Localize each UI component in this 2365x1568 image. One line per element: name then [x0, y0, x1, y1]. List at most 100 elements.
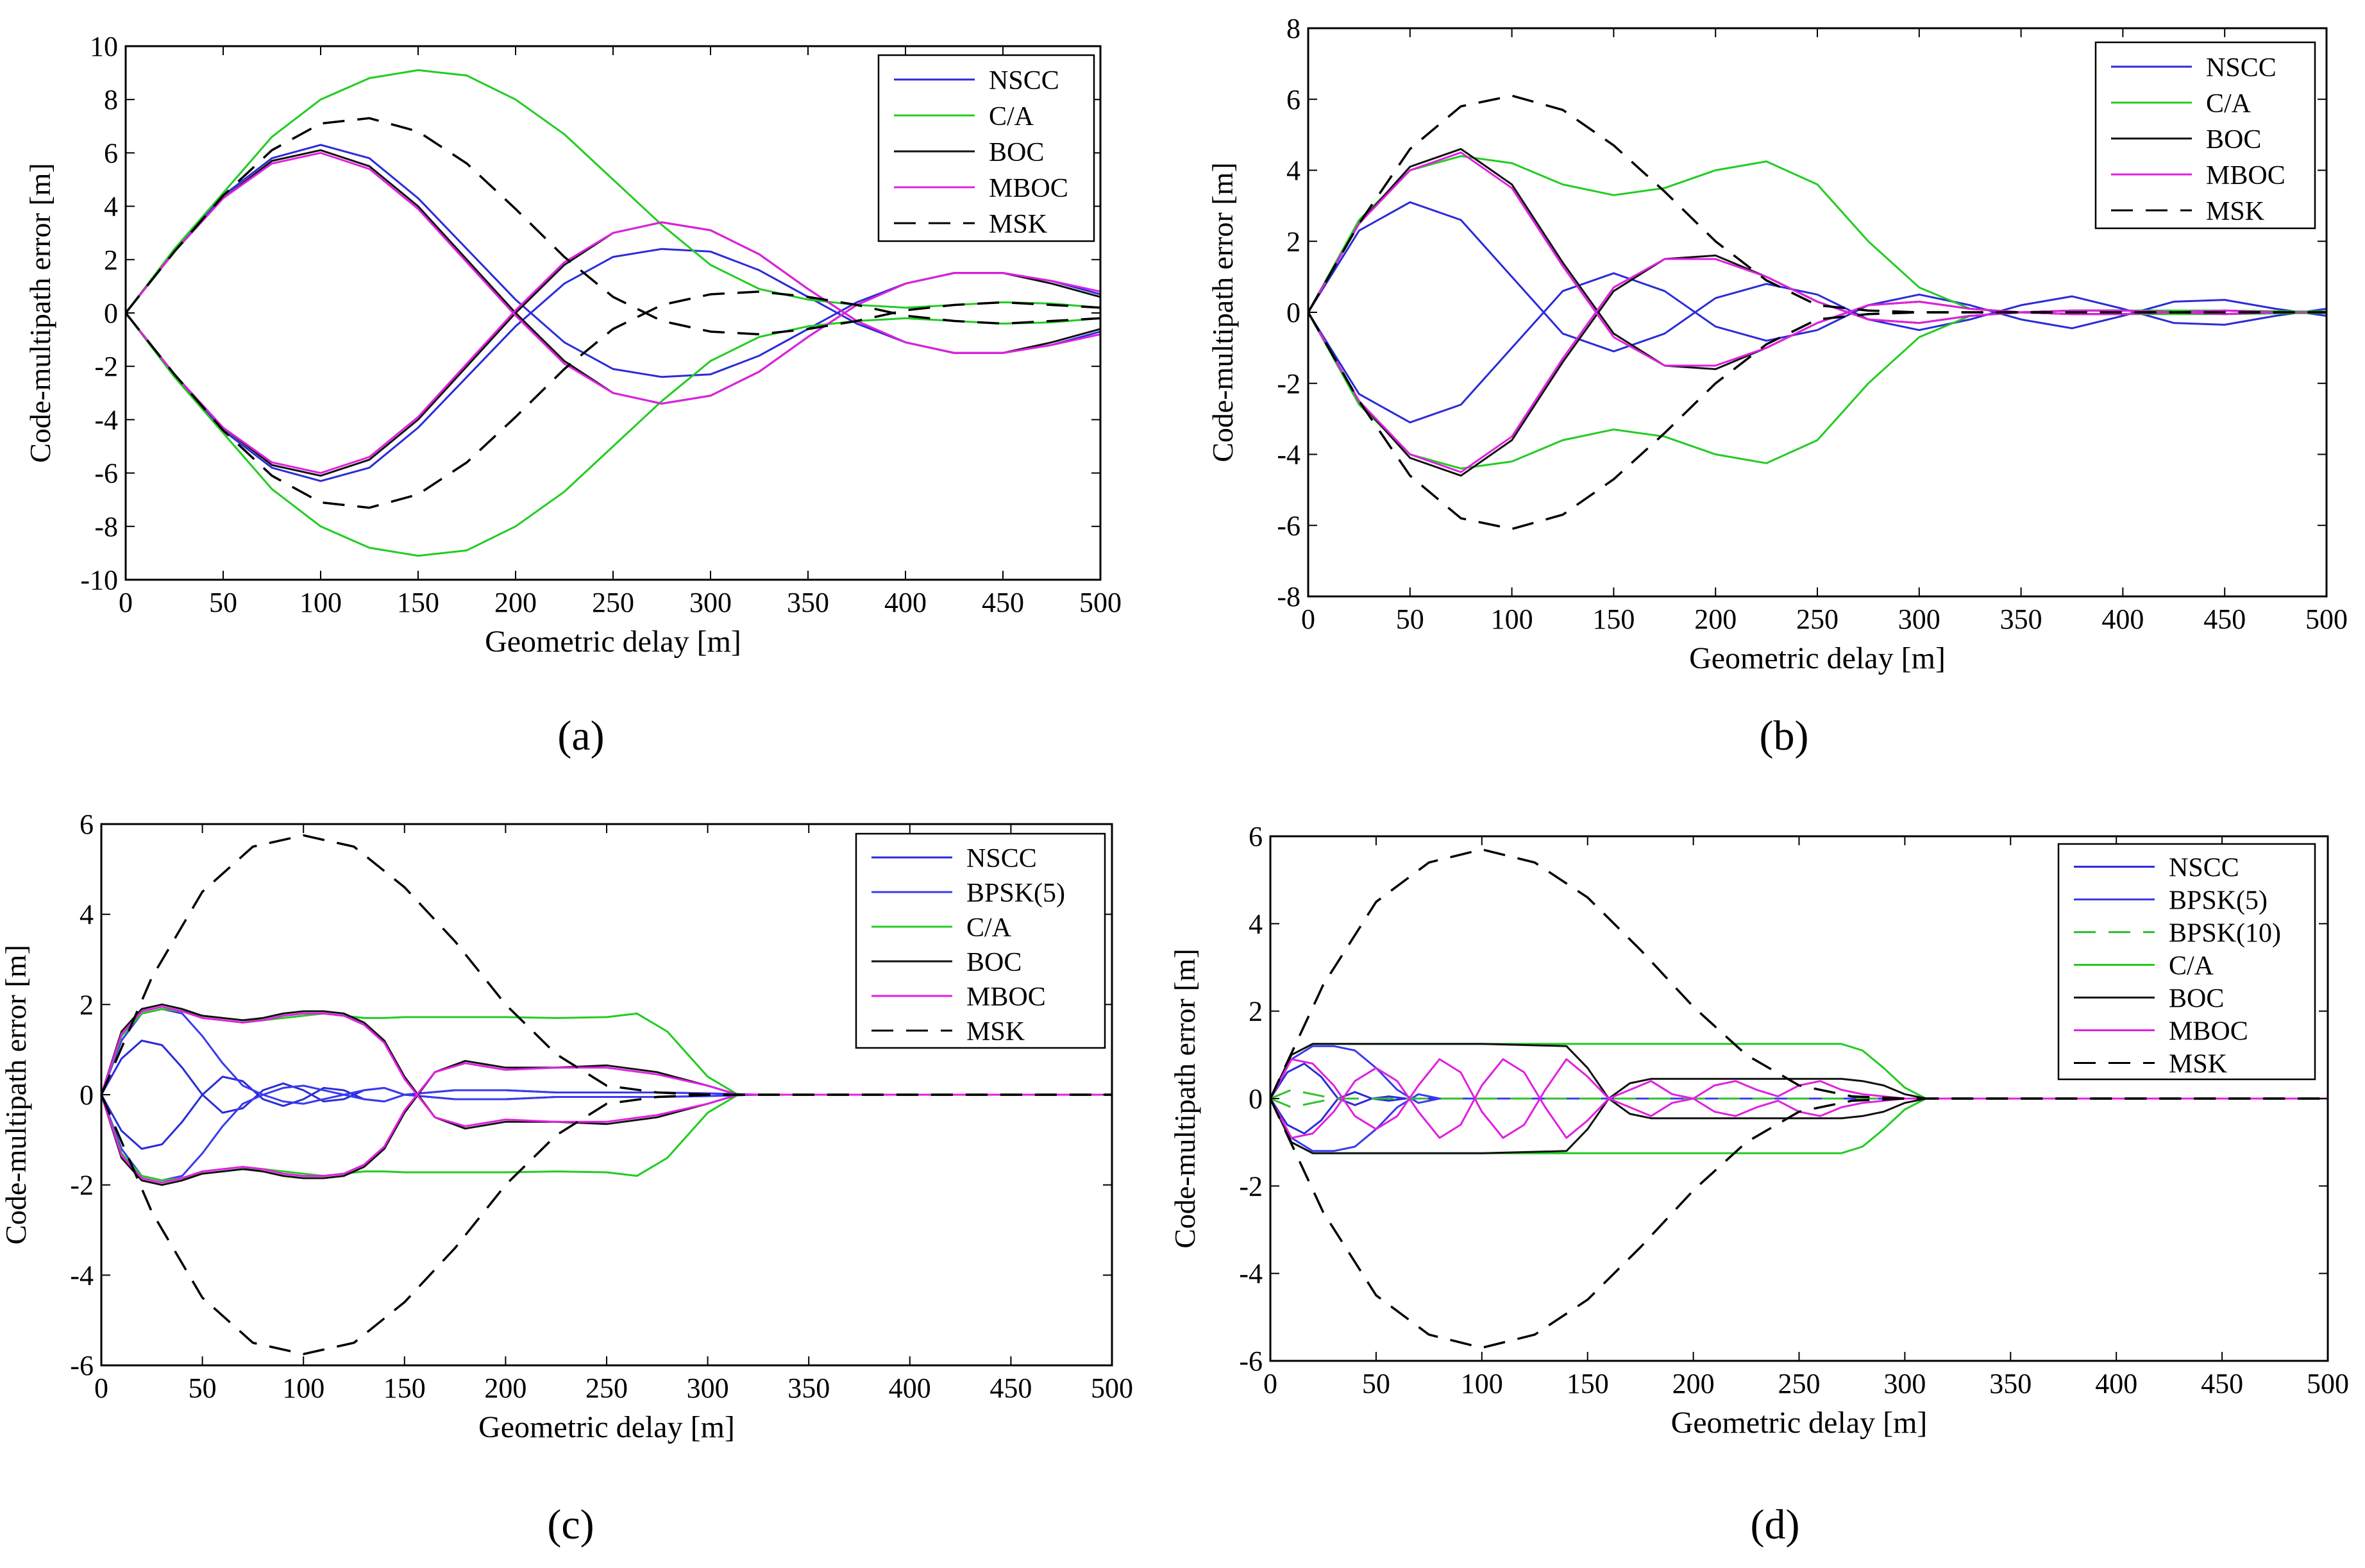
series-group-b: [1308, 94, 2327, 530]
x-tick-label-d: 100: [1461, 1368, 1503, 1399]
chart-panel-c: 0 50 100 150 200 250 300 350 400 450 500 -6 -4 -2 0 2 4 6…: [0, 809, 1133, 1444]
series-line-ca-upper: [101, 1007, 1112, 1096]
x-tick-label-c: 150: [383, 1372, 426, 1404]
y-tick-label-c: 4: [80, 899, 94, 931]
y-tick-label-a: 0: [104, 298, 118, 329]
y-tick-label-a: -4: [94, 404, 118, 435]
x-tick-label-d: 300: [1883, 1368, 1926, 1399]
series-line-msk-lower: [1308, 311, 2327, 530]
y-tick-label-c: -2: [70, 1170, 94, 1201]
x-tick-label-b: 500: [2305, 603, 2348, 635]
series-line-nscc-upper: [1308, 201, 2327, 353]
x-tick-label-a: 150: [397, 587, 439, 618]
x-tick-label-c: 300: [687, 1372, 729, 1404]
legend-label-boc: BOC: [966, 948, 1022, 977]
legend-box-d: [2057, 843, 2316, 1081]
legend-label-ca: C/A: [2206, 89, 2251, 119]
series-line-mboc-lower: [101, 1062, 1112, 1184]
legend-label-msk: MSK: [2169, 1050, 2227, 1079]
y-tick-label-b: -2: [1277, 368, 1300, 400]
x-tick-label-a: 100: [299, 587, 342, 618]
x-tick-label-c: 200: [484, 1372, 526, 1404]
legend-c: NSCC BPSK(5) C/A BOC MBOC MSK: [855, 832, 1106, 1049]
x-tick-label-b: 50: [1396, 603, 1424, 635]
x-tick-label-d: 0: [1263, 1368, 1277, 1399]
y-tick-label-b: 0: [1286, 297, 1300, 328]
x-tick-label-d: 450: [2201, 1368, 2243, 1399]
series-line-ca-upper: [1308, 155, 2327, 314]
x-tick-label-c: 0: [94, 1372, 108, 1404]
y-tick-label-a: -6: [94, 458, 118, 489]
x-tick-label-c: 100: [282, 1372, 324, 1404]
legend-label-bpsk5: BPSK(5): [2169, 886, 2268, 916]
x-tick-label-a: 350: [787, 587, 829, 618]
legend-label-msk: MSK: [2206, 197, 2264, 226]
x-tick-label-d: 250: [1778, 1368, 1821, 1399]
x-tick-label-c: 350: [787, 1372, 830, 1404]
legend-label-ca: C/A: [2169, 952, 2214, 981]
legend-label-nscc: NSCC: [2169, 854, 2239, 883]
series-line-ca-upper: [126, 69, 1100, 314]
caption-c-text: (c): [547, 1501, 594, 1548]
x-tick-label-a: 200: [494, 587, 537, 618]
y-tick-label-a: 4: [104, 191, 118, 223]
x-tick-label-a: 450: [982, 587, 1024, 618]
x-tick-label-a: 300: [689, 587, 732, 618]
caption-b: (b): [1720, 712, 1848, 761]
y-tick-label-a: -8: [94, 511, 118, 543]
x-tick-label-a: 0: [119, 587, 133, 618]
series-line-mboc-lower: [126, 221, 1100, 475]
x-axis-label-b: Geometric delay [m]: [1689, 641, 1946, 675]
legend-label-bpsk10: BPSK(10): [2169, 919, 2281, 948]
y-tick-label-a: 8: [104, 84, 118, 115]
legend-label-boc: BOC: [2206, 125, 2261, 155]
y-tick-label-d: 4: [1249, 908, 1263, 940]
x-axis-label-d: Geometric delay [m]: [1671, 1406, 1928, 1440]
y-axis-label-b: Code-multipath error [m]: [1206, 162, 1239, 462]
legend-box-c: [855, 832, 1106, 1049]
series-line-mboc-upper: [126, 151, 1100, 405]
y-axis-label-d: Code-multipath error [m]: [1168, 948, 1201, 1249]
x-tick-label-c: 400: [889, 1372, 931, 1404]
x-axis-label-a: Geometric delay [m]: [485, 625, 741, 659]
legend-box-a: [877, 54, 1095, 242]
x-tick-label-b: 0: [1301, 603, 1315, 635]
legend-a: NSCC C/A BOC MBOC MSK: [877, 54, 1095, 242]
y-tick-label-c: -6: [70, 1350, 94, 1381]
x-tick-label-d: 500: [2307, 1368, 2349, 1399]
legend-b: NSCC C/A BOC MBOC MSK: [2094, 41, 2316, 230]
series-line-ca-lower: [1308, 311, 2327, 470]
caption-b-text: (b): [1759, 712, 1809, 759]
y-tick-label-b: 2: [1286, 226, 1300, 257]
x-tick-label-b: 100: [1491, 603, 1533, 635]
x-tick-label-c: 450: [989, 1372, 1032, 1404]
caption-a: (a): [517, 712, 645, 761]
chart-panel-d: 0 50 100 150 200 250 300 350 400 450 500 -6 -4 -2 0 2 4 6…: [1168, 821, 2349, 1440]
x-tick-label-a: 50: [209, 587, 237, 618]
x-tick-label-c: 500: [1091, 1372, 1133, 1404]
x-tick-label-d: 50: [1362, 1368, 1390, 1399]
y-tick-label-b: -6: [1277, 510, 1300, 541]
legend-label-msk: MSK: [989, 210, 1047, 239]
y-tick-label-a: 10: [90, 31, 118, 62]
series-line-ca-lower: [126, 312, 1100, 557]
x-tick-label-d: 350: [1989, 1368, 2032, 1399]
series-line-bpsk5-lower: [1270, 1093, 2328, 1152]
caption-d: (d): [1711, 1501, 1839, 1549]
series-line-msk-upper: [126, 117, 1100, 336]
y-tick-label-a: -2: [94, 351, 118, 382]
x-tick-label-b: 300: [1898, 603, 1940, 635]
chart-panel-a: 0 50 100 150 200 250 300 350 400 450 500-10-8-6-4-…: [24, 31, 1122, 659]
series-line-ca-lower: [101, 1093, 1112, 1182]
series-group-c: [101, 834, 1112, 1356]
series-line-nscc-upper: [101, 1040, 1112, 1114]
series-group-d: [1270, 848, 2328, 1349]
y-tick-label-b: 8: [1286, 13, 1300, 44]
series-line-mboc-lower: [1308, 258, 2327, 473]
series-line-mboc-upper: [1308, 151, 2327, 367]
y-tick-label-d: 0: [1249, 1083, 1263, 1115]
y-tick-label-c: 0: [80, 1079, 94, 1111]
y-axis-label-c: Code-multipath error [m]: [0, 945, 32, 1245]
